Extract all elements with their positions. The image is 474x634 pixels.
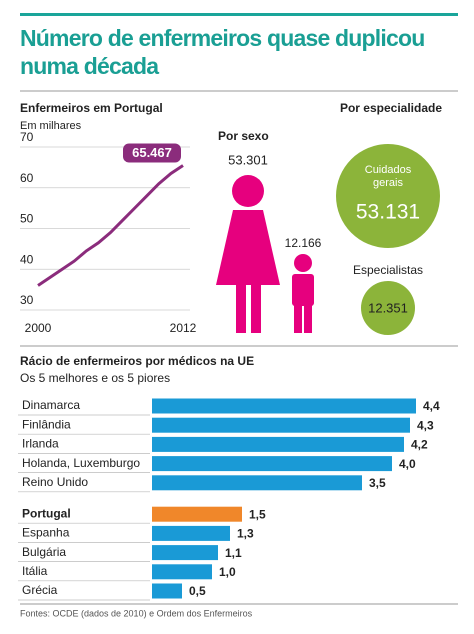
bar (152, 564, 212, 580)
category-label: Bulgária (22, 545, 66, 559)
category-label: Dinamarca (22, 398, 80, 412)
line (37, 164, 184, 287)
category-label: Holanda, Luxemburgo (22, 456, 140, 470)
category-label: Itália (22, 564, 48, 578)
value-label: 3,5 (369, 476, 386, 490)
value-label: 1,0 (219, 565, 236, 579)
value-label: 4,2 (411, 438, 428, 452)
value-text: 12.351 (368, 300, 408, 315)
value-label: 4,0 (399, 457, 416, 471)
x-tick-label: 2012 (170, 321, 197, 335)
y-tick-label: 60 (20, 171, 34, 185)
category-label: Irlanda (22, 437, 59, 451)
bar (152, 398, 416, 414)
bar (152, 475, 362, 491)
section-title: Por especialidade (340, 101, 442, 115)
woman-icon (216, 175, 280, 333)
category-label: Finlândia (22, 417, 71, 431)
x-tick-label: 2000 (25, 321, 52, 335)
circle-label: Cuidados gerais (364, 164, 412, 189)
value-label: 4,3 (417, 418, 434, 432)
circle (361, 281, 415, 335)
category-label: Espanha (22, 526, 70, 540)
value-text: 53.131 (356, 201, 420, 224)
footer: Fontes: OCDE (dados de 2010) e Ordem dos… (20, 608, 253, 618)
bar (152, 525, 230, 541)
value-label: 1,3 (237, 527, 254, 541)
bar (152, 436, 404, 452)
section-subtitle: Em milhares (20, 120, 82, 132)
title: numa década (20, 53, 159, 79)
bar (152, 456, 392, 472)
y-tick-label: 30 (20, 293, 34, 307)
category-label: Portugal (22, 506, 71, 520)
value-label: 1,5 (249, 507, 266, 521)
top-rule (20, 13, 458, 16)
label-box: Cuidados gerais (364, 164, 412, 189)
section-title: Por sexo (218, 129, 269, 143)
section-subtitle: Os 5 melhores e os 5 piores (20, 371, 170, 385)
y-tick-label: 40 (20, 252, 34, 266)
annotation: 65.467 (132, 145, 172, 160)
title: Número de enfermeiros quase duplicou (20, 25, 424, 51)
man-icon (292, 254, 314, 333)
bar (152, 506, 242, 522)
y-tick-label: 50 (20, 212, 34, 226)
value-label: 0,5 (189, 584, 206, 598)
value-text: 12.166 (285, 236, 322, 250)
value-label: 1,1 (225, 546, 242, 560)
bar (152, 545, 218, 561)
circle-label: Especialistas (353, 263, 423, 277)
bar (152, 417, 410, 433)
category-label: Grécia (22, 583, 58, 597)
value-label: 4,4 (423, 399, 440, 413)
section-title: Rácio de enfermeiros por médicos na UE (20, 354, 254, 368)
category-label: Reino Unido (22, 475, 88, 489)
y-tick-label: 70 (20, 130, 34, 144)
value-text: 53.301 (228, 152, 268, 167)
circle (336, 144, 440, 248)
bar (152, 583, 182, 599)
annotation-box (123, 143, 181, 163)
section-title: Enfermeiros em Portugal (20, 101, 163, 115)
